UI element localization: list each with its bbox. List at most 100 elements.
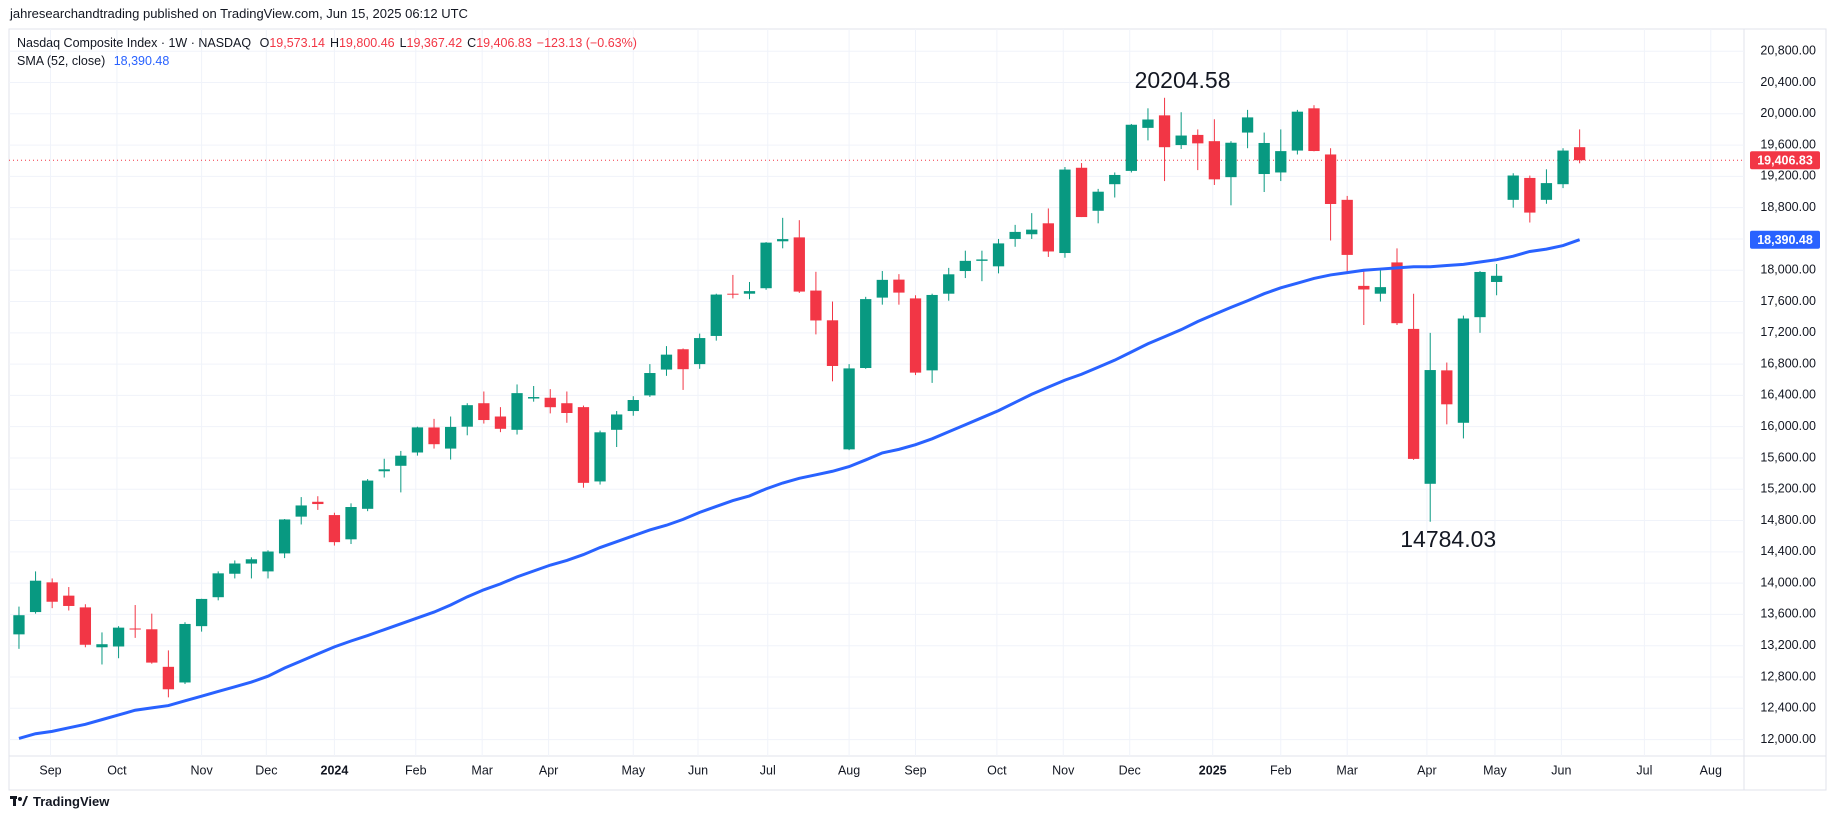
x-tick-label: Nov [1052,763,1075,777]
y-tick-label: 20,400.00 [1760,75,1816,89]
ohlc-key: L [399,36,407,50]
candle-body [644,373,656,396]
brand-logo [10,796,28,806]
candle-body [1441,370,1453,405]
candle-body [63,595,75,606]
x-tick-label: Jul [1636,763,1652,777]
sma-line [18,238,1581,740]
candle-body [444,426,457,449]
candle-body [1241,117,1254,133]
legend: Nasdaq Composite Index · 1W · NASDAQ O19… [17,34,642,70]
x-tick-label: Aug [1700,763,1722,777]
sma-name[interactable]: SMA (52, close) [17,54,106,68]
candle-body [79,607,92,645]
ohlc-key: H [329,36,339,50]
candle-body [893,279,905,293]
x-tick-label: Jul [760,763,776,777]
x-tick-label: Sep [39,763,61,777]
candle-body [876,279,888,298]
ohlc-value: 19,800.46 [338,36,395,50]
candle-body [1075,167,1088,218]
candle-body [312,501,324,505]
y-tick-label: 14,800.00 [1760,513,1816,527]
candle-body [112,627,125,647]
candle-body [395,455,407,466]
y-tick-label: 19,600.00 [1760,137,1816,151]
candle-body [1324,154,1337,204]
candle-body [511,393,523,430]
candle-body [1059,169,1071,254]
candle-body [694,338,706,365]
y-tick-label: 20,000.00 [1760,106,1816,120]
y-tick-label: 13,200.00 [1760,638,1816,652]
candle-body [926,294,938,371]
candle-body [1042,223,1054,252]
x-tick-label: Mar [471,763,493,777]
y-tick-label: 18,000.00 [1760,263,1816,277]
candle-body [1573,147,1586,161]
candle-body [1026,229,1038,235]
candle-body [345,507,357,540]
price-label-box [1750,230,1820,249]
candle-body [179,623,191,683]
candle-body [1258,142,1270,175]
x-tick-label: Apr [539,763,558,777]
x-tick-label: May [1483,763,1507,777]
x-tick-label: May [621,763,645,777]
candle-body [1192,134,1204,144]
brand-name[interactable]: TradingView [33,794,110,809]
change-value: −123.13 (−0.63%) [536,36,637,50]
candle-body [1524,177,1536,213]
ohlc-key: O [259,36,270,50]
y-tick-label: 14,000.00 [1760,575,1816,589]
y-tick-label: 20,800.00 [1760,44,1816,58]
candle-body [577,407,590,483]
x-tick-label: Oct [107,763,127,777]
candle-body [627,400,639,412]
candle-body [743,291,756,294]
chart-frame [8,28,1827,791]
candle-body [212,573,224,598]
publisher-line: jahresearchandtrading published on Tradi… [10,6,468,21]
candle-body [561,403,573,413]
symbol-name[interactable]: Nasdaq Composite Index · 1W · NASDAQ [17,36,252,50]
sma-value: 18,390.48 [113,54,170,68]
candle-body [594,432,606,482]
candle-body [1125,124,1137,171]
candle-body [976,259,988,261]
x-tick-label: Jun [688,763,708,777]
x-tick-label: Aug [838,763,860,777]
y-tick-label: 18,800.00 [1760,200,1816,214]
x-tick-label: Feb [1270,763,1292,777]
candle-body [1407,328,1420,459]
candle-body [760,242,772,289]
candle-body [46,582,58,602]
x-tick-label: Dec [1119,763,1141,777]
y-tick-label: 16,800.00 [1760,356,1816,370]
ohlc-value: 19,573.14 [269,36,325,50]
y-tick-label: 17,600.00 [1760,294,1816,308]
candle-body [1175,135,1187,146]
y-tick-label: 12,000.00 [1760,732,1816,746]
candle-body [262,551,274,572]
candle-body [1374,287,1387,294]
extreme-annotation: 20204.58 [1135,67,1231,93]
y-tick-label: 12,800.00 [1760,669,1816,683]
candle-body [278,519,291,554]
y-tick-label: 15,600.00 [1760,450,1816,464]
candle-body [245,559,258,564]
candle-body [29,580,42,613]
candle-body [361,480,374,509]
y-tick-label: 16,000.00 [1760,419,1816,433]
candle-body [793,237,805,292]
candle-body [710,294,722,336]
candle-body [96,644,108,648]
candle-body [992,243,1005,267]
y-tick-label: 19,200.00 [1760,169,1816,183]
candle-body [1457,318,1470,423]
candle-body [229,563,241,574]
candle-body [943,274,955,294]
candle-body [1474,271,1486,318]
candle-body [1291,111,1304,151]
